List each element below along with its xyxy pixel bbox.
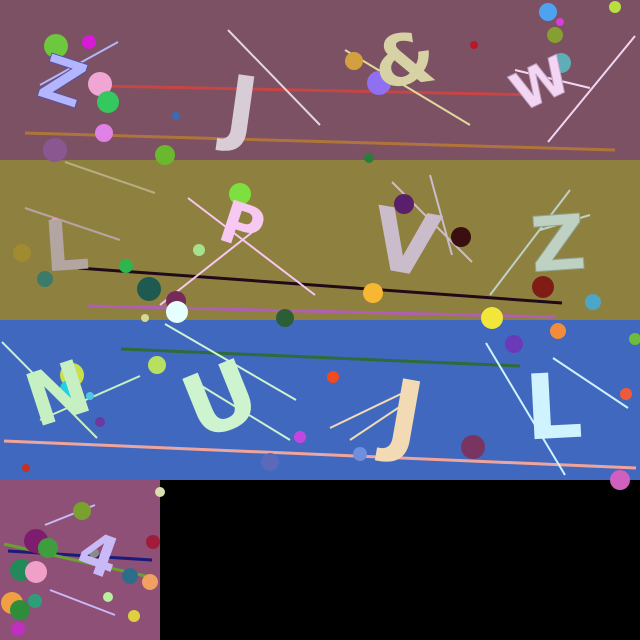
row-3-noise — [1, 323, 640, 490]
captcha-char: L — [41, 204, 91, 289]
row-4-noise — [1, 487, 165, 636]
captcha-char: Z — [528, 197, 589, 290]
row-2-background — [0, 160, 640, 320]
row-1-noise — [24, 1, 636, 165]
row-2-noise — [13, 161, 601, 329]
captcha-char: L — [522, 354, 585, 462]
captcha-char: & — [369, 15, 441, 105]
blank-area — [160, 480, 640, 640]
